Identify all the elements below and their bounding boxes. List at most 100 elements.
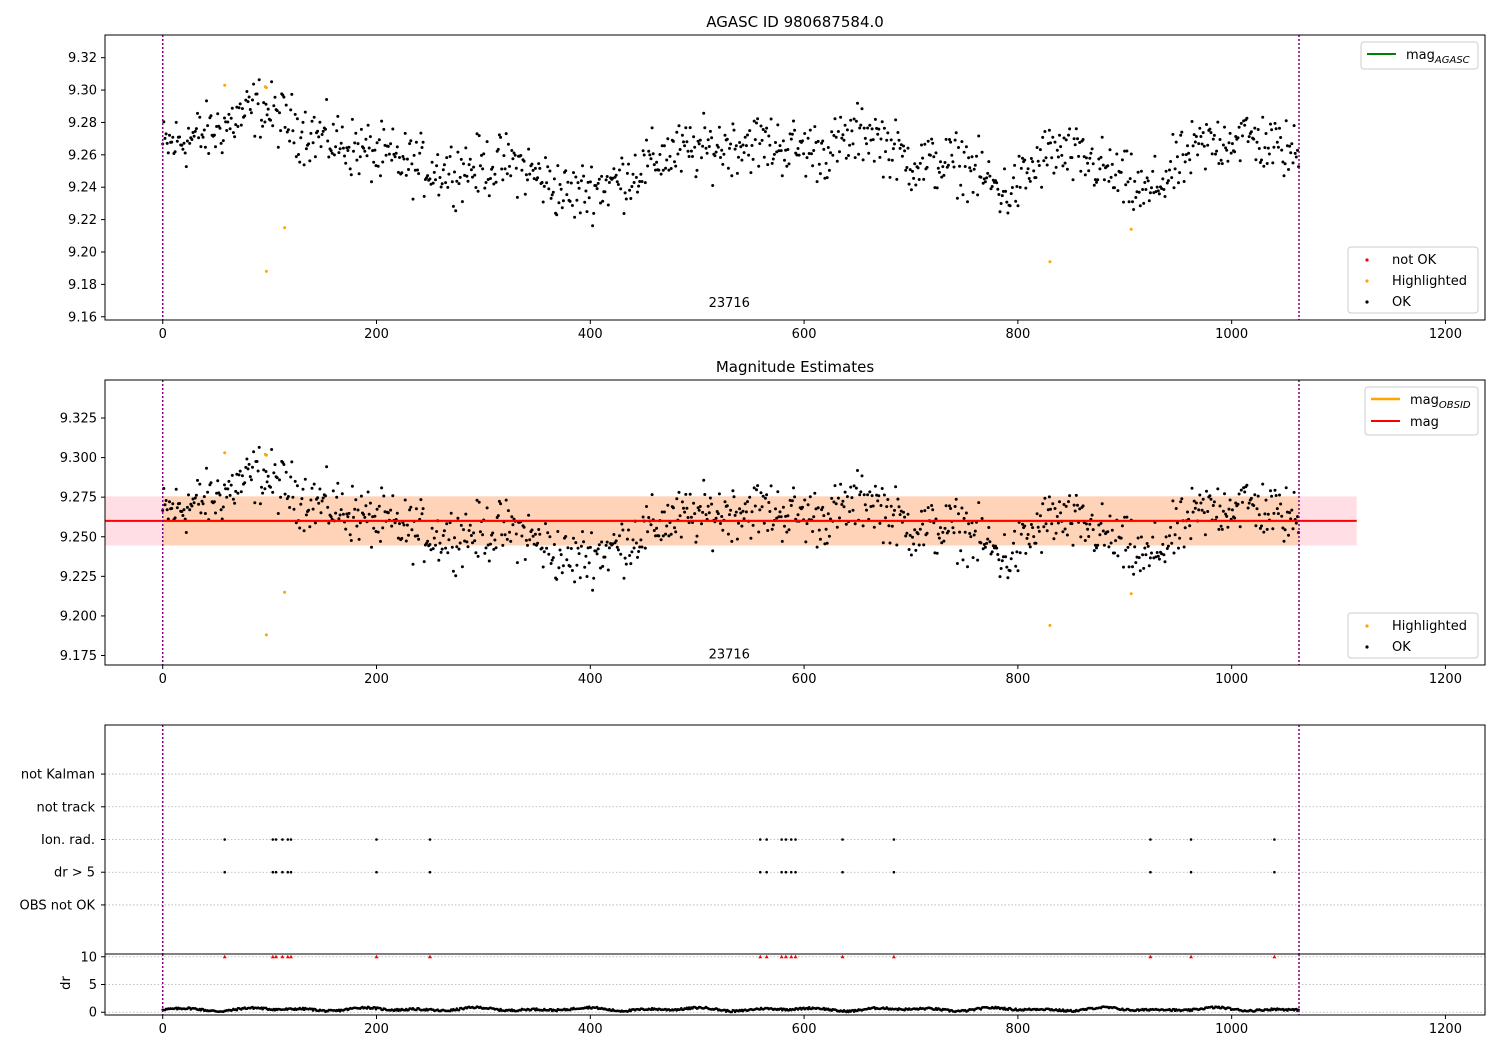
agasc-ok-point	[989, 187, 993, 191]
agasc-xtick-label-1200: 1200	[1429, 327, 1462, 342]
estimates-ok-point	[659, 538, 663, 542]
estimates-ok-point	[824, 527, 828, 531]
agasc-ok-point	[1014, 199, 1018, 203]
dr-ytick-label-5: 5	[89, 978, 97, 993]
estimates-ok-point	[701, 510, 705, 514]
estimates-ok-point	[783, 524, 786, 528]
agasc-ok-point	[886, 131, 890, 135]
estimates-ok-point	[1254, 524, 1258, 528]
agasc-ok-point	[307, 142, 311, 146]
estimates-ok-point	[1097, 523, 1101, 527]
agasc-ok-point	[649, 157, 653, 161]
agasc-ok-point	[966, 200, 969, 204]
agasc-ok-point	[187, 126, 190, 130]
agasc-ok-point	[1037, 164, 1041, 167]
agasc-ok-point	[1148, 191, 1152, 195]
estimates-ok-point	[1233, 516, 1237, 520]
estimates-ok-point	[767, 501, 771, 504]
agasc-ok-point	[723, 133, 727, 137]
agasc-ok-point	[682, 140, 685, 144]
estimates-ok-point	[551, 556, 555, 560]
estimates-title: Magnitude Estimates	[716, 358, 874, 376]
agasc-ok-point	[1190, 120, 1194, 123]
agasc-ok-point	[1000, 194, 1004, 198]
agasc-ok-point	[658, 153, 662, 156]
estimates-ok-point	[696, 506, 700, 510]
estimates-ok-point	[871, 504, 875, 508]
estimates-ok-point	[774, 507, 777, 511]
estimates-ok-point	[558, 548, 562, 552]
agasc-ok-point	[730, 174, 734, 178]
agasc-ok-point	[1271, 161, 1275, 165]
agasc-ok-point	[304, 147, 308, 151]
agasc-ok-point	[795, 153, 799, 157]
estimates-ok-point	[1150, 551, 1153, 555]
agasc-ok-point	[475, 132, 479, 136]
agasc-ok-point	[878, 155, 882, 159]
agasc-ok-point	[1038, 148, 1042, 152]
estimates-ok-point	[858, 493, 862, 497]
agasc-ok-point	[786, 148, 790, 151]
agasc-ok-point	[833, 117, 837, 121]
estimates-ok-point	[1282, 539, 1286, 543]
agasc-ok-point	[447, 172, 451, 176]
estimates-ok-point	[793, 495, 797, 499]
estimates-ok-point	[341, 512, 345, 516]
estimates-ok-point	[640, 545, 644, 549]
estimates-ok-point	[954, 497, 958, 501]
agasc-ytick-label-9.3: 9.30	[68, 84, 97, 99]
agasc-ok-point	[903, 149, 907, 153]
estimates-ok-point	[999, 567, 1003, 570]
estimates-ok-point	[468, 523, 472, 527]
estimates-ok-point	[1177, 546, 1180, 550]
agasc-ok-point	[612, 167, 616, 171]
agasc-ok-point	[921, 156, 925, 160]
estimates-ok-point	[219, 508, 223, 512]
estimates-ok-point	[510, 515, 514, 519]
agasc-ok-point	[1161, 177, 1165, 181]
agasc-ok-point	[552, 177, 556, 181]
estimates-ok-point	[942, 539, 946, 543]
agasc-ok-point	[209, 114, 213, 118]
agasc-ok-point	[743, 135, 747, 139]
estimates-ok-point	[896, 497, 900, 501]
agasc-ok-point	[428, 177, 432, 181]
agasc-ok-point	[1025, 171, 1029, 175]
estimates-ok-point	[237, 473, 241, 477]
estimates-ok-point	[1174, 507, 1178, 510]
agasc-ok-point	[1125, 149, 1129, 153]
agasc-ok-point	[1138, 204, 1142, 208]
estimates-ok-point	[941, 530, 945, 534]
estimates-ok-point	[878, 521, 882, 525]
agasc-ok-point	[1257, 147, 1261, 150]
agasc-ok-point	[707, 145, 711, 148]
agasc-ok-point	[257, 78, 261, 82]
estimates-ok-point	[284, 470, 288, 474]
estimates-ok-point	[787, 528, 791, 532]
agasc-ok-point	[1151, 169, 1155, 173]
agasc-ok-point	[1043, 130, 1047, 133]
estimates-ok-point	[477, 500, 481, 504]
agasc-ok-point	[582, 174, 586, 178]
estimates-ok-point	[604, 543, 608, 547]
estimates-ok-point	[1127, 565, 1131, 569]
agasc-ok-point	[625, 171, 629, 175]
agasc-ok-point	[891, 147, 895, 151]
estimates-ok-point	[596, 547, 600, 551]
estimates-ok-point	[1230, 508, 1234, 512]
agasc-ok-point	[877, 127, 881, 131]
agasc-ok-point	[168, 133, 171, 137]
estimates-ok-point	[606, 568, 610, 572]
estimates-ok-point	[1296, 515, 1299, 519]
agasc-ok-point	[416, 168, 419, 172]
estimates-ok-point	[1237, 492, 1241, 496]
agasc-ytick-label-9.22: 9.22	[68, 213, 97, 228]
estimates-ok-point	[1182, 545, 1186, 549]
agasc-ok-point	[263, 120, 267, 124]
agasc-ok-point	[1270, 128, 1274, 132]
agasc-ok-point	[1098, 167, 1102, 171]
estimates-ok-point	[679, 535, 683, 539]
agasc-ok-point	[884, 150, 887, 154]
estimates-ok-point	[812, 515, 816, 519]
agasc-ok-point	[1212, 133, 1216, 137]
